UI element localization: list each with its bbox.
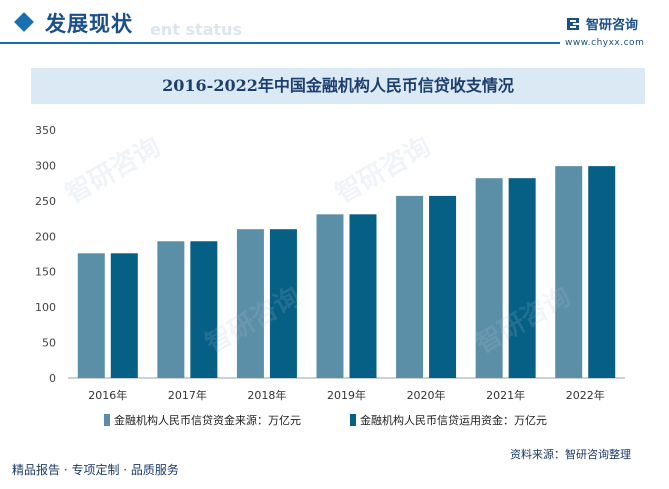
bar-series1	[475, 178, 503, 378]
logo-icon	[567, 18, 579, 30]
header-watermark-text: ent status	[150, 20, 242, 39]
y-tick-label: 0	[49, 372, 56, 385]
legend-item-series1: 金融机构人民币信贷资金来源：万亿元	[104, 412, 301, 428]
footer-slogan: 精品报告 · 专项定制 · 品质服务	[12, 463, 179, 477]
legend-label-series1: 金融机构人民币信贷资金来源：万亿元	[114, 414, 301, 427]
legend-swatch-series2	[350, 414, 356, 426]
bar-series2	[588, 166, 616, 378]
y-tick-label: 250	[35, 195, 56, 208]
bar-series1	[157, 241, 185, 378]
bar-series1	[396, 195, 424, 378]
y-tick-label: 150	[35, 266, 56, 279]
bar-series1	[236, 229, 264, 378]
legend: 金融机构人民币信贷资金来源：万亿元 金融机构人民币信贷运用资金：万亿元	[0, 412, 669, 432]
chart-title: 2016-2022年中国金融机构人民币信贷收支情况	[162, 76, 514, 95]
chart-title-band: 2016-2022年中国金融机构人民币信贷收支情况	[31, 68, 645, 104]
bar-series2	[508, 178, 536, 378]
y-tick-label: 50	[42, 337, 56, 350]
header-divider	[0, 42, 560, 44]
legend-label-series2: 金融机构人民币信贷运用资金：万亿元	[360, 414, 547, 427]
bar-series2	[349, 214, 377, 378]
page-title: 发展现状	[45, 12, 133, 36]
footer	[0, 455, 669, 489]
y-tick-label: 100	[35, 301, 56, 314]
bar-series1	[316, 214, 344, 378]
x-tick-label: 2018年	[247, 388, 286, 402]
x-tick-label: 2016年	[88, 388, 127, 402]
y-tick-label: 200	[35, 230, 56, 243]
bar-series2	[190, 241, 218, 378]
x-tick-label: 2020年	[407, 388, 446, 402]
logo-name: 智研咨询	[586, 18, 639, 33]
header: ent status 发展现状 智研咨询 www.chyxx.com	[0, 0, 669, 52]
bar-series2	[429, 195, 457, 378]
bar-series1	[77, 253, 105, 378]
source-note: 资料来源：智研咨询整理	[510, 448, 631, 461]
bar-chart: 0 50 100 150 200 250 300 350 2016年 2017年 2018年 2019…	[35, 124, 625, 402]
logo-url: www.chyxx.com	[565, 38, 645, 48]
y-tick-label: 350	[35, 124, 56, 137]
x-tick-label: 2019年	[327, 388, 366, 402]
y-tick-label: 300	[35, 159, 56, 172]
x-tick-label: 2022年	[566, 388, 605, 402]
bar-series2	[269, 229, 297, 378]
bar-series1	[555, 166, 583, 378]
legend-swatch-series1	[104, 414, 110, 426]
bar-series2	[110, 253, 138, 378]
x-tick-label: 2017年	[168, 388, 207, 402]
legend-item-series2: 金融机构人民币信贷运用资金：万亿元	[350, 412, 547, 428]
x-tick-label: 2021年	[486, 388, 525, 402]
